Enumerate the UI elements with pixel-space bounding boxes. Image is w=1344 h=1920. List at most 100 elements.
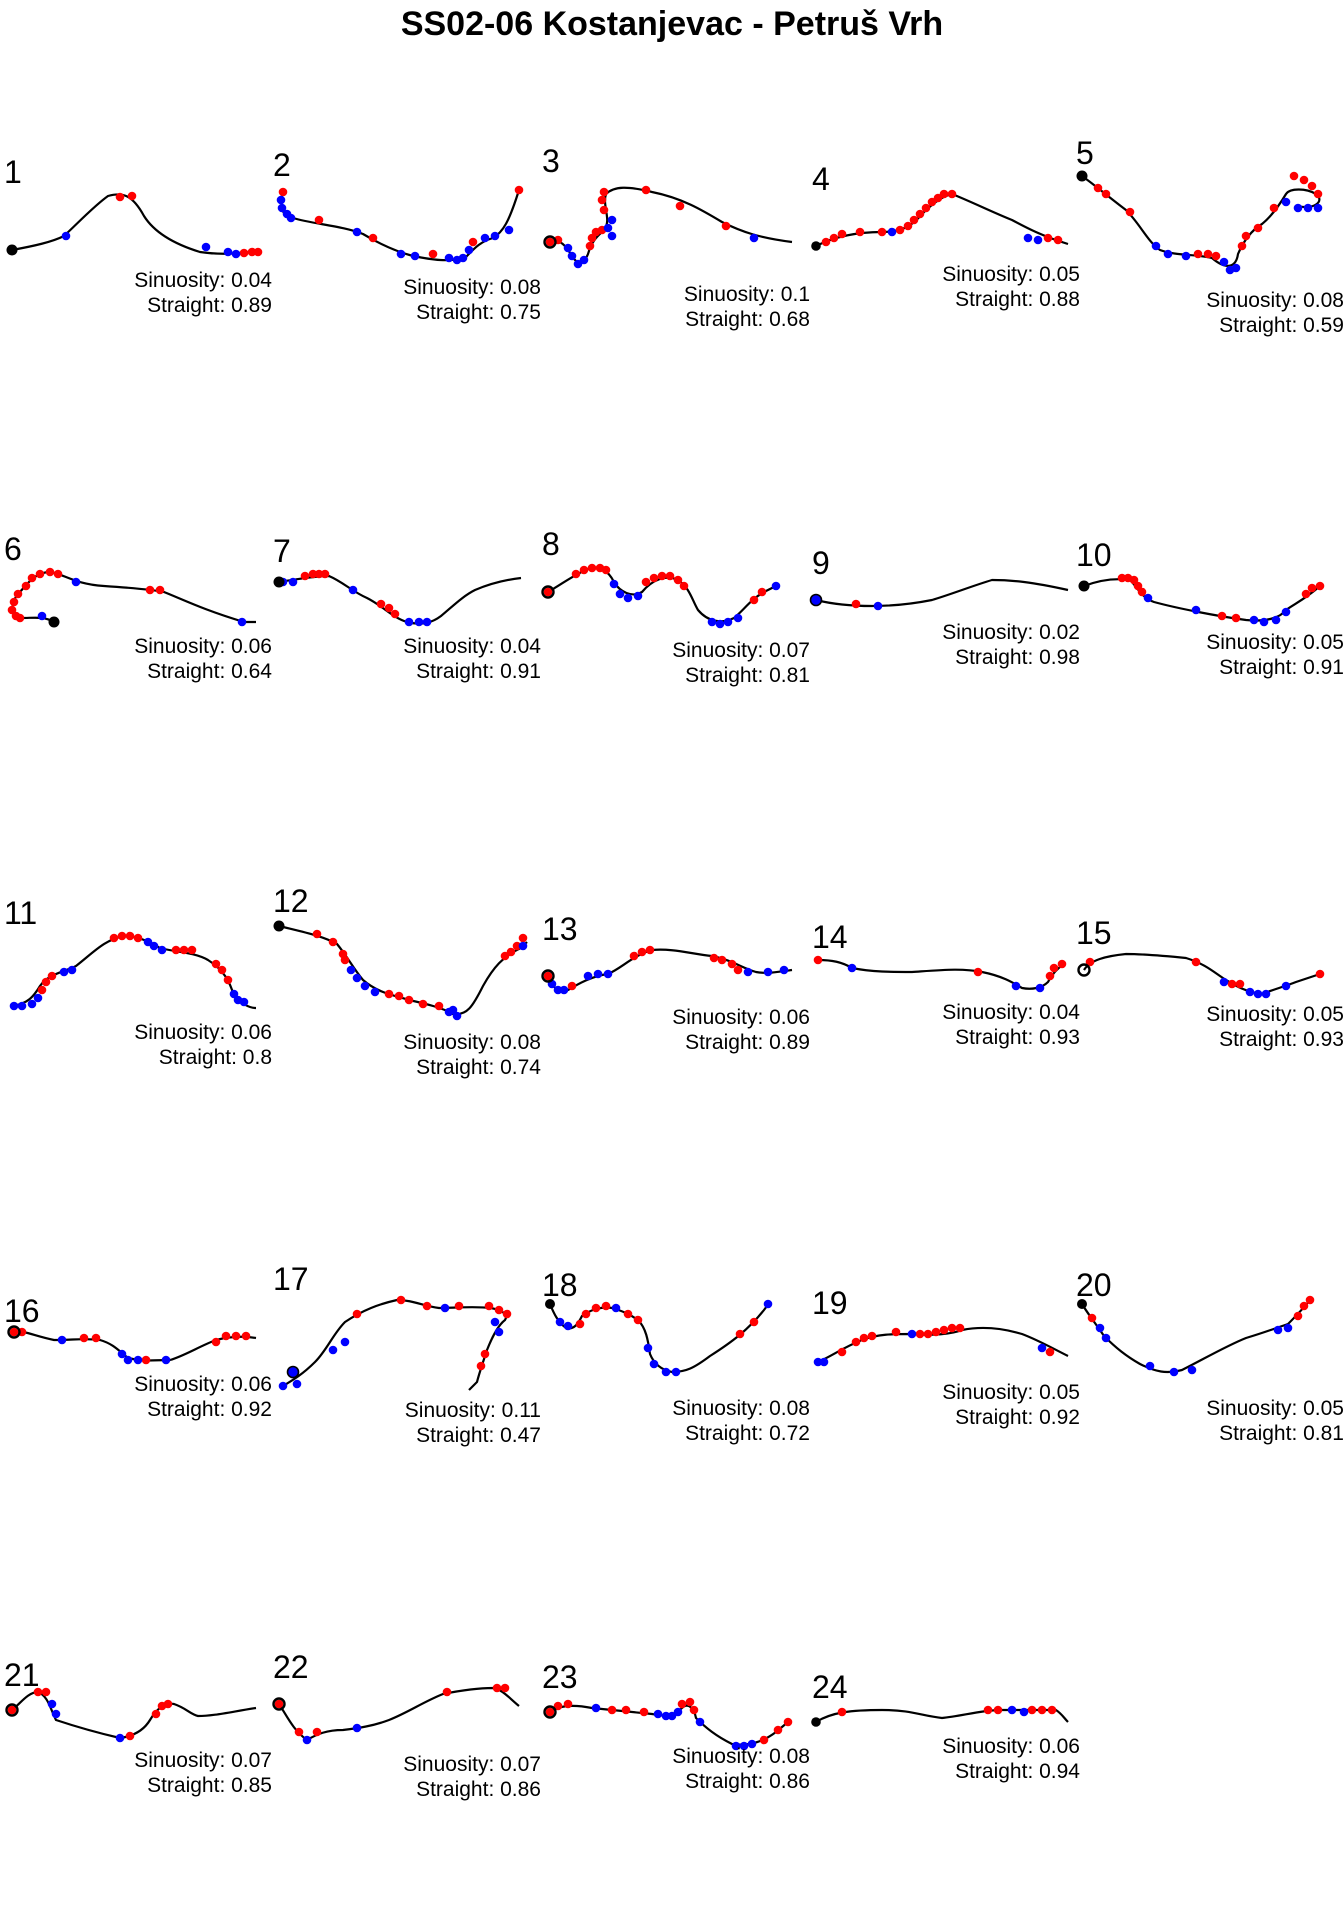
right-turn-point <box>747 1739 757 1749</box>
left-turn-point <box>41 977 51 987</box>
turn-points-left <box>851 599 861 609</box>
panel-stats: Sinuosity: 0.04 Straight: 0.89 <box>134 268 272 318</box>
right-turn-point <box>1191 605 1201 615</box>
turn-points-right <box>887 227 1043 245</box>
right-turn-point <box>33 993 43 1003</box>
start-point <box>286 1365 300 1379</box>
track-plot <box>6 191 263 259</box>
left-turn-point <box>514 185 524 195</box>
left-turn-point <box>567 981 577 991</box>
panel-20: 20 Sinuosity: 0.05 Straight: 0.81 <box>1076 1268 1344 1500</box>
right-turn-point <box>518 941 528 951</box>
left-turn-point <box>221 1331 231 1341</box>
right-turn-point <box>494 1327 504 1337</box>
right-turn-point <box>1281 607 1291 617</box>
left-turn-point <box>320 569 330 579</box>
track-line <box>278 924 528 1016</box>
panel-16: 16 Sinuosity: 0.06 Straight: 0.92 <box>4 1270 272 1500</box>
right-turn-point <box>907 1329 917 1339</box>
right-turn-point <box>404 617 414 627</box>
right-turn-point <box>67 965 77 975</box>
track-line <box>11 570 256 624</box>
right-turn-point <box>1283 1323 1293 1333</box>
right-turn-point <box>779 965 789 975</box>
left-turn-point <box>454 1301 464 1311</box>
right-turn-point <box>231 249 241 259</box>
track-plot <box>1078 573 1325 627</box>
right-turn-point <box>458 253 468 263</box>
right-turn-point <box>661 1367 671 1377</box>
right-turn-point <box>633 591 643 601</box>
straight-label: Straight: 0.72 <box>685 1422 810 1445</box>
left-turn-point <box>947 1323 957 1333</box>
sinuosity-label: Sinuosity: 0.02 <box>942 621 1080 644</box>
right-turn-point <box>9 1001 19 1011</box>
right-turn-point <box>1007 1705 1017 1715</box>
turn-points-left <box>115 191 263 258</box>
left-turn-point <box>1237 241 1247 251</box>
right-turn-point <box>649 1359 659 1369</box>
sinuosity-label: Sinuosity: 0.05 <box>942 1381 1080 1404</box>
panel-4: 4 Sinuosity: 0.05 Straight: 0.88 <box>811 150 1080 380</box>
straight-label: Straight: 0.92 <box>147 1398 272 1421</box>
left-turn-point <box>867 1331 877 1341</box>
panel-number: 14 <box>812 919 848 955</box>
left-turn-point <box>599 187 609 197</box>
left-turn-point <box>340 955 350 965</box>
track-line <box>549 186 793 264</box>
sinuosity-label: Sinuosity: 0.06 <box>134 1373 272 1396</box>
left-turn-point <box>641 577 651 587</box>
right-turn-point <box>559 985 569 995</box>
track-line <box>278 574 522 625</box>
left-turn-point <box>211 1337 221 1347</box>
panel-9: 9 Sinuosity: 0.02 Straight: 0.98 <box>809 530 1080 760</box>
sinuosity-label: Sinuosity: 0.08 <box>1206 289 1344 312</box>
track-line <box>817 958 1065 990</box>
left-turn-point <box>677 1699 687 1709</box>
left-turn-point <box>607 1705 617 1715</box>
left-turn-point <box>721 221 731 231</box>
left-turn-point <box>665 571 675 581</box>
left-turn-point <box>859 1333 869 1343</box>
left-turn-point <box>314 215 324 225</box>
left-turn-point <box>1313 189 1323 199</box>
left-turn-point <box>851 1337 861 1347</box>
left-turn-point <box>7 1705 17 1715</box>
right-turn-point <box>723 617 733 627</box>
left-turn-point <box>1087 1313 1097 1323</box>
straight-label: Straight: 0.68 <box>685 308 810 331</box>
panel-number: 4 <box>812 161 830 197</box>
track-plot <box>5 1687 257 1743</box>
right-turn-point <box>59 967 69 977</box>
left-turn-point <box>575 1319 585 1329</box>
right-turn-point <box>1273 1325 1283 1335</box>
left-turn-point <box>649 573 659 583</box>
straight-label: Straight: 0.91 <box>1219 656 1344 679</box>
left-turn-point <box>903 221 913 231</box>
turn-points-left <box>543 945 743 991</box>
left-turn-point <box>733 965 743 975</box>
sinuosity-label: Sinuosity: 0.05 <box>1206 1003 1344 1026</box>
right-turn-point <box>623 593 633 603</box>
panel-19: 19 Sinuosity: 0.05 Straight: 0.92 <box>812 1270 1080 1500</box>
straight-label: Straight: 0.98 <box>955 646 1080 669</box>
turn-points-right <box>1143 593 1291 627</box>
turn-points-left <box>1117 573 1325 623</box>
right-turn-point <box>1281 981 1291 991</box>
left-turn-point <box>223 975 233 985</box>
left-turn-point <box>253 247 263 257</box>
panel-stats: Sinuosity: 0.05 Straight: 0.81 <box>1206 1396 1344 1446</box>
right-turn-point <box>328 1345 338 1355</box>
turn-points-right <box>61 231 241 259</box>
turn-points-left <box>575 1301 759 1339</box>
panel-number: 21 <box>4 1657 40 1693</box>
turn-points-left <box>1085 957 1325 989</box>
left-turn-point <box>837 1707 847 1717</box>
sinuosity-label: Sinuosity: 0.11 <box>404 1399 541 1422</box>
right-turn-point <box>749 233 759 243</box>
turn-points-left <box>821 189 1063 247</box>
panel-stats: Sinuosity: 0.08 Straight: 0.59 <box>1206 288 1344 338</box>
right-turn-point <box>607 231 617 241</box>
right-turn-point <box>288 577 298 587</box>
left-turn-point <box>127 191 137 201</box>
